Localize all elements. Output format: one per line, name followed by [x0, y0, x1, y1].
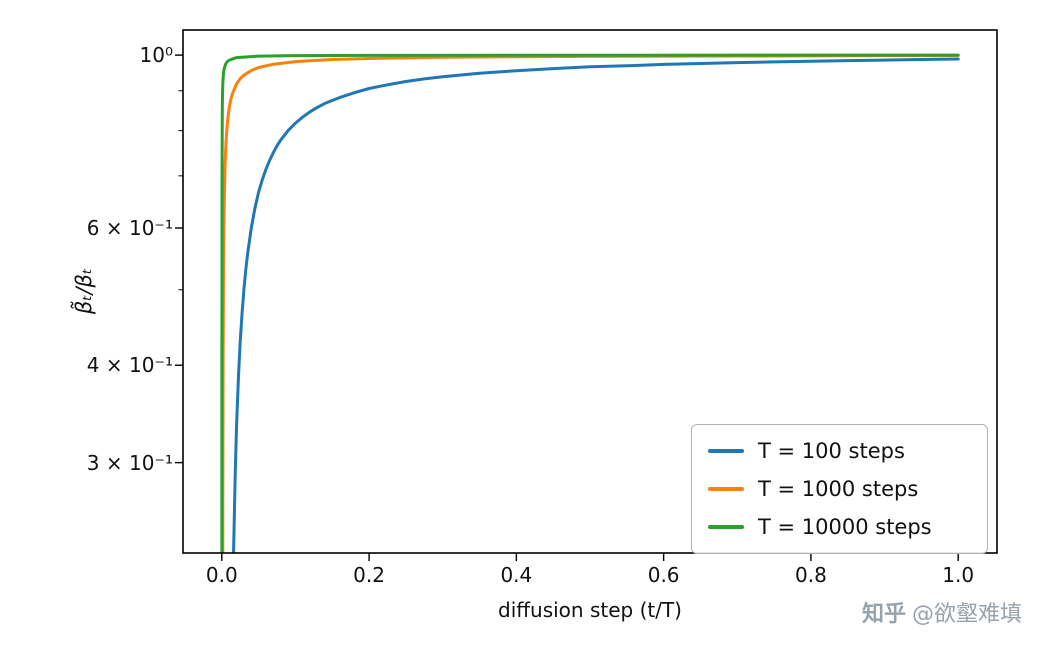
y-tick-label: 4 × 10⁻¹ [86, 353, 173, 378]
series-line-1 [221, 54, 960, 553]
legend-label: T = 100 steps [758, 439, 905, 463]
watermark-user: @欲壑难填 [911, 602, 1022, 627]
curves [220, 53, 960, 553]
legend-item: T = 1000 steps [708, 473, 971, 505]
axes-spines [182, 29, 998, 554]
legend-line-swatch-green [708, 525, 744, 529]
x-axis-label: diffusion step (t/T) [498, 598, 682, 622]
x-tick-label: 0.2 [353, 563, 385, 587]
legend-item: T = 100 steps [708, 435, 971, 467]
legend-label: T = 10000 steps [758, 515, 932, 539]
series-line-2 [220, 53, 960, 553]
legend-line-swatch-orange [708, 487, 744, 491]
x-tick-label: 0.6 [647, 563, 680, 587]
watermark: 知乎 @欲壑难填 [862, 596, 1022, 628]
legend: T = 100 steps T = 1000 steps T = 10000 s… [691, 424, 988, 554]
x-tick-label: 1.0 [942, 563, 975, 587]
legend-label: T = 1000 steps [758, 477, 919, 501]
legend-line-swatch-blue [708, 449, 744, 453]
y-axis-label: β̃ₜ/βₜ [72, 267, 96, 315]
legend-item: T = 10000 steps [708, 511, 971, 543]
x-tick-label: 0.8 [795, 563, 827, 587]
y-tick-label: 6 × 10⁻¹ [86, 216, 173, 240]
watermark-brand: 知乎 [861, 602, 906, 627]
y-tick-label: 3 × 10⁻¹ [86, 450, 173, 475]
y-tick-label: 10⁰ [139, 43, 173, 68]
x-tick-label: 0.4 [500, 563, 533, 587]
series-line-0 [232, 57, 960, 553]
x-tick-label: 0.0 [205, 563, 238, 587]
